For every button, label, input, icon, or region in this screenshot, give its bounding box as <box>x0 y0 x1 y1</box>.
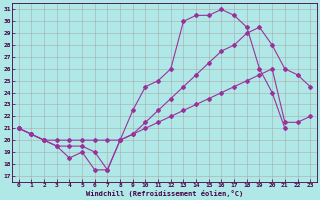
X-axis label: Windchill (Refroidissement éolien,°C): Windchill (Refroidissement éolien,°C) <box>86 190 243 197</box>
